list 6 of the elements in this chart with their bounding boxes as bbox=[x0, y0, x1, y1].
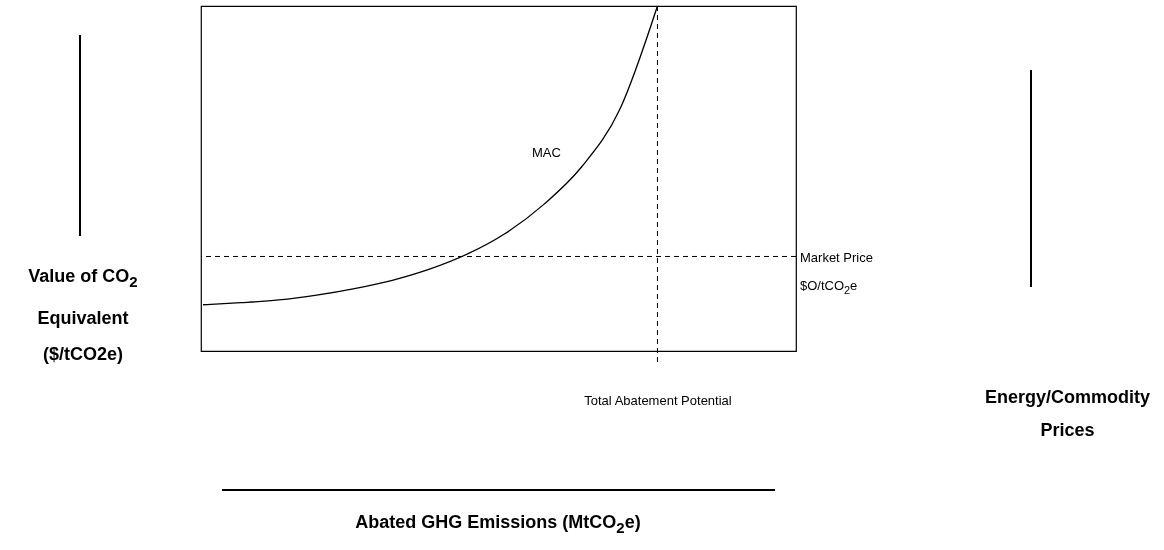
ref-line-label: Market Price $O/tCO$_{2}$e bbox=[800, 249, 874, 298]
series-label: MAC bbox=[532, 145, 561, 161]
text: Energy/Commodity Prices bbox=[984, 386, 1151, 442]
text: Abated GHG Emissions (MtCO$_{2}$e) bbox=[354, 512, 642, 536]
text: Total Abatement Potential bbox=[584, 393, 732, 408]
text: Value of CO$_{2}$ Equivalent ($/tCO2e) bbox=[28, 266, 138, 364]
